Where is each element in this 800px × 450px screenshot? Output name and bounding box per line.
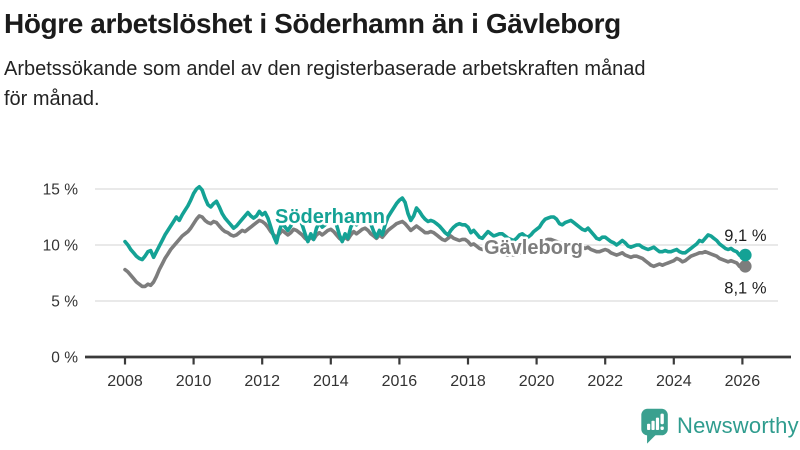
x-tick-label: 2010: [176, 373, 212, 390]
newsworthy-logo[interactable]: Newsworthy: [640, 406, 799, 446]
x-tick-label: 2012: [244, 373, 280, 390]
x-axis-labels: 2008 2010 2012 2014 2016 2018 2020 2022 2024 2026: [107, 373, 760, 390]
y-tick-label: 5 %: [51, 294, 78, 311]
gavleborg-line: [123, 214, 748, 289]
y-tick-label: 0 %: [51, 350, 78, 367]
series-end-dots: [739, 248, 752, 273]
gavleborg-end-dot: [739, 260, 752, 273]
x-axis-ticks: [123, 357, 744, 365]
y-axis-labels: 15 % 10 % 5 % 0 %: [43, 182, 79, 367]
end-value-label-gavleborg: 8,1 %: [724, 279, 767, 297]
x-tick-label: 2024: [656, 373, 692, 390]
y-tick-label: 15 %: [43, 182, 79, 199]
subtitle-line-1: Arbetssökande som andel av den registerb…: [4, 58, 646, 80]
x-tick-label: 2014: [313, 373, 349, 390]
series-lines: [123, 185, 748, 289]
page-title: Högre arbetslöshet i Söderhamn än i Gävl…: [4, 8, 621, 39]
series-label-gavleborg: Gävleborg: [484, 237, 583, 259]
soderhamn-line: [123, 185, 748, 262]
x-tick-label: 2008: [107, 373, 143, 390]
gridlines: [95, 188, 778, 302]
soderhamn-end-dot: [739, 248, 752, 262]
newsworthy-logo-text: Newsworthy: [677, 413, 799, 438]
unemployment-line-chart: 15 %10 %5 %0 % 2008 2010 2012 2014 2016 2018 2…: [43, 182, 791, 390]
subtitle-line-2: för månad.: [4, 88, 100, 110]
x-tick-label: 2026: [725, 373, 761, 390]
newsworthy-logo-icon: [641, 408, 668, 444]
x-tick-label: 2018: [450, 373, 486, 390]
x-tick-label: 2020: [519, 373, 555, 390]
chart-subtitle: Arbetssökande som andel av den registerb…: [0, 41, 800, 114]
x-tick-label: 2022: [587, 373, 623, 390]
x-tick-label: 2016: [382, 373, 418, 390]
end-value-label-soderhamn: 9,1 %: [724, 227, 767, 245]
series-label-soderhamn: Söderhamn: [275, 206, 385, 228]
y-tick-label: 10 %: [43, 238, 79, 255]
